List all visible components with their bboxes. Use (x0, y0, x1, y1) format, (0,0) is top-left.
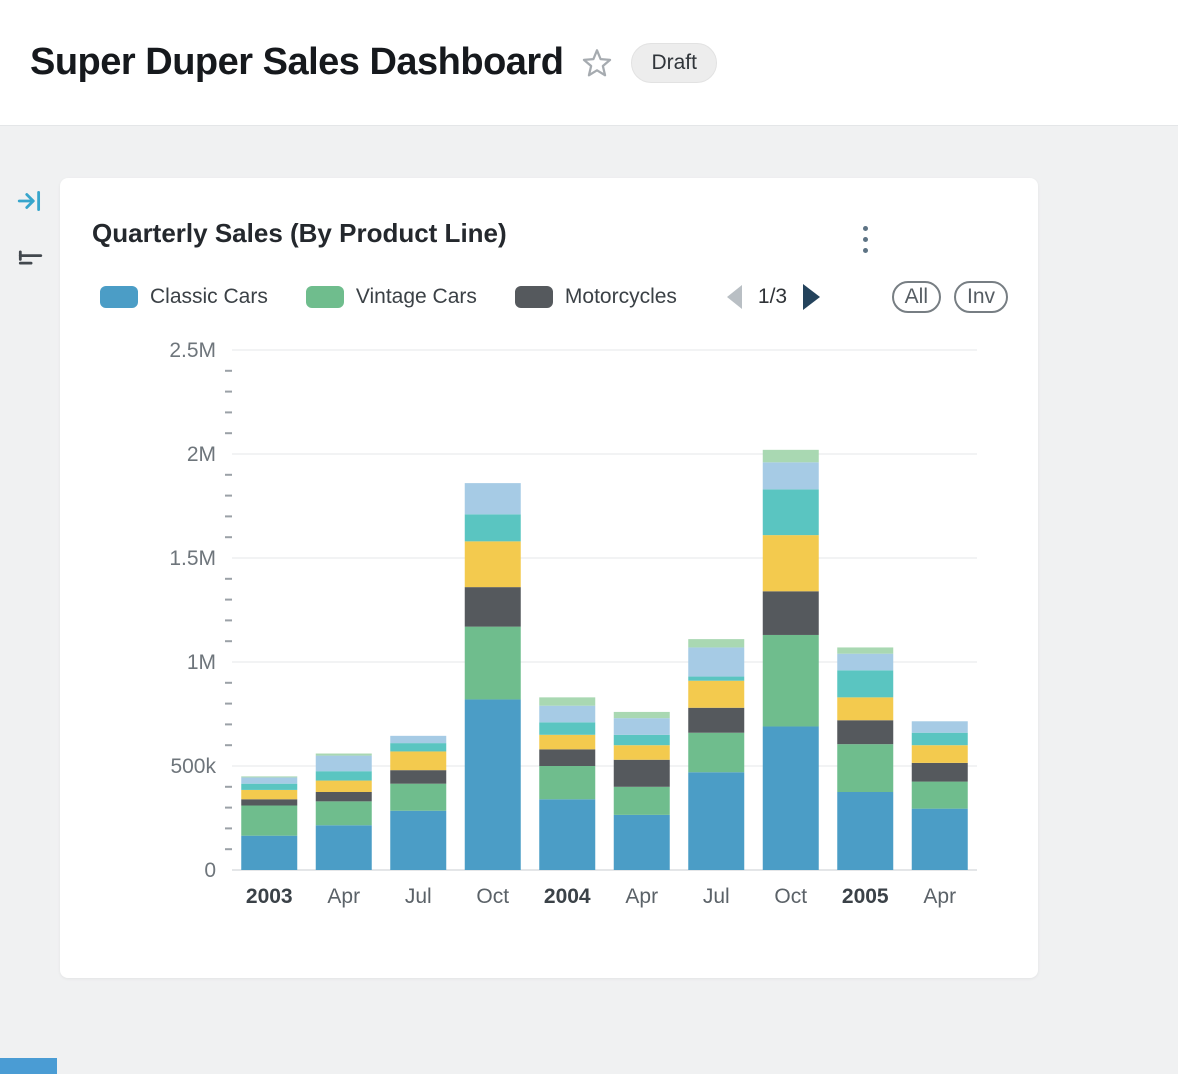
card-title: Quarterly Sales (By Product Line) (92, 218, 507, 248)
svg-text:Apr: Apr (923, 885, 956, 908)
svg-text:2M: 2M (187, 443, 216, 466)
pager-prev-icon[interactable] (725, 283, 744, 311)
svg-text:1M: 1M (187, 651, 216, 674)
kebab-menu-icon[interactable] (859, 222, 872, 257)
legend-swatch-vintage-cars (305, 286, 344, 308)
svg-text:1.5M: 1.5M (169, 547, 216, 570)
svg-text:Apr: Apr (625, 885, 658, 908)
status-badge: Draft (631, 42, 717, 83)
left-triangle-icon (726, 285, 742, 309)
pager-page-indicator: 1/3 (757, 285, 788, 308)
right-triangle-icon (803, 284, 821, 310)
legend-item-classic-cars[interactable]: Classic Cars (100, 285, 268, 309)
content-area: Quarterly Sales (By Product Line) Classi… (0, 127, 1178, 1074)
bottom-left-accent (0, 1058, 57, 1074)
svg-text:0: 0 (204, 859, 216, 882)
legend-item-vintage-cars[interactable]: Vintage Cars (305, 285, 477, 309)
svg-text:2003: 2003 (246, 885, 293, 908)
svg-text:2.5M: 2.5M (169, 339, 216, 362)
legend-swatch-classic-cars (100, 286, 138, 308)
favorite-star-icon[interactable] (581, 47, 613, 79)
legend-item-motorcycles[interactable]: Motorcycles (514, 285, 677, 309)
page-title: Super Duper Sales Dashboard (30, 41, 564, 83)
legend-pager: 1/3 (725, 282, 822, 312)
pager-next-icon[interactable] (801, 282, 822, 312)
legend-filter-buttons: All Inv (891, 281, 1008, 313)
legend-label: Vintage Cars (355, 285, 477, 308)
filter-icon[interactable] (14, 245, 46, 277)
collapse-panel-icon[interactable] (14, 185, 46, 217)
svg-text:Oct: Oct (476, 885, 509, 908)
svg-text:Jul: Jul (703, 885, 730, 908)
legend-label: Classic Cars (150, 285, 268, 308)
legend-all-button[interactable]: All (891, 281, 941, 313)
legend-label: Motorcycles (564, 285, 677, 308)
legend-swatch-motorcycles (514, 286, 553, 308)
svg-text:2005: 2005 (842, 885, 889, 908)
svg-text:Oct: Oct (774, 885, 807, 908)
chart-card: Quarterly Sales (By Product Line) Classi… (60, 178, 1038, 978)
side-toolbar (14, 185, 46, 277)
stacked-bar-chart[interactable]: 0 500k 1M 1.5M 2M 2.5M 2003 Apr Jul Oct 2004 Apr Jul… (92, 335, 1006, 947)
svg-text:Jul: Jul (405, 885, 432, 908)
app-header: Super Duper Sales Dashboard Draft (0, 0, 1178, 126)
legend-inv-button[interactable]: Inv (953, 281, 1008, 313)
svg-text:500k: 500k (170, 755, 216, 778)
legend-row: Classic Cars Vintage Cars Motorcycles 1/… (100, 281, 1008, 313)
svg-text:2004: 2004 (544, 885, 591, 908)
svg-text:Apr: Apr (327, 885, 360, 908)
